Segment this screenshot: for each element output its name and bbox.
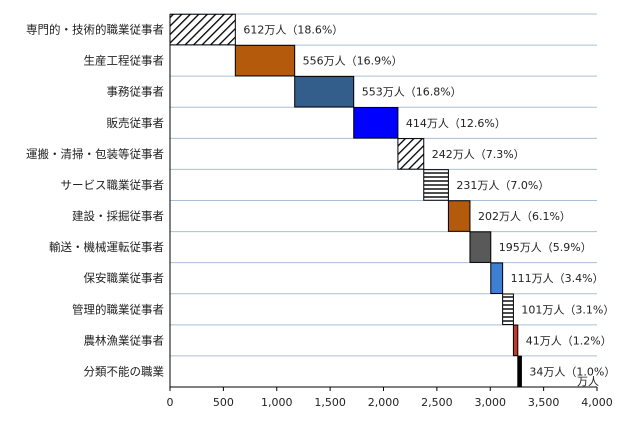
data-label: 553万人（16.8%） bbox=[362, 86, 462, 99]
waterfall-bar bbox=[169, 13, 236, 46]
data-label: 242万人（7.3%） bbox=[432, 148, 525, 161]
waterfall-bar bbox=[502, 293, 514, 326]
data-label: 414万人（12.6%） bbox=[406, 117, 506, 130]
data-label: 202万人（6.1%） bbox=[478, 210, 571, 223]
data-label: 195万人（5.9%） bbox=[499, 241, 592, 254]
axes bbox=[169, 14, 598, 391]
gridlines bbox=[170, 13, 597, 388]
waterfall-bar bbox=[234, 44, 296, 77]
waterfall-bar bbox=[517, 355, 522, 388]
category-label: サービス職業従事者 bbox=[61, 178, 165, 192]
waterfall-bar bbox=[490, 262, 504, 294]
data-label: 34万人（1.0%） bbox=[529, 365, 615, 378]
data-label: 101万人（3.1%） bbox=[521, 303, 614, 316]
x-tick-label: 1,000 bbox=[261, 396, 293, 409]
category-label: 管理的職業従事者 bbox=[72, 302, 164, 316]
x-tick-label: 2,000 bbox=[368, 396, 400, 409]
waterfall-bar bbox=[512, 324, 519, 357]
category-label: 専門的・技術的職業従事者 bbox=[26, 23, 164, 37]
waterfall-bar bbox=[397, 138, 425, 170]
data-label: 231万人（7.0%） bbox=[456, 179, 549, 192]
category-label: 保安職業従事者 bbox=[84, 271, 165, 285]
waterfall-bar bbox=[294, 75, 355, 108]
category-label: 生産工程従事者 bbox=[84, 54, 165, 68]
x-tick-label: 3,000 bbox=[475, 396, 507, 409]
waterfall-bar bbox=[423, 169, 449, 201]
x-tick-label: 500 bbox=[213, 396, 234, 409]
waterfall-bar bbox=[353, 107, 399, 139]
waterfall-bar bbox=[469, 231, 492, 263]
category-label: 輸送・機械運転従事者 bbox=[49, 240, 164, 254]
category-label: 運搬・清掃・包装等従事者 bbox=[26, 147, 164, 161]
x-tick-label: 1,500 bbox=[314, 396, 346, 409]
x-tick-label: 0 bbox=[167, 396, 174, 409]
data-label: 111万人（3.4%） bbox=[511, 272, 604, 285]
category-label: 分類不能の職業 bbox=[84, 364, 165, 378]
category-label: 建設・採掘従事者 bbox=[72, 209, 164, 223]
category-label: 農林漁業従事者 bbox=[84, 333, 165, 347]
x-tick-label: 4,000 bbox=[581, 396, 613, 409]
labels: 0 500 1,000 1,500 2,000 2,500 3,000 3,500 4,000 万… bbox=[26, 23, 615, 409]
data-label: 41万人（1.2%） bbox=[526, 334, 612, 347]
data-label: 612万人（18.6%） bbox=[243, 24, 343, 37]
data-label: 556万人（16.9%） bbox=[303, 55, 403, 68]
waterfall-bar bbox=[447, 200, 471, 232]
bars bbox=[169, 13, 522, 388]
category-label: 販売従事者 bbox=[107, 116, 165, 130]
category-label: 事務従事者 bbox=[107, 85, 165, 99]
x-unit-label: 万人 bbox=[577, 375, 599, 388]
x-tick-label: 2,500 bbox=[421, 396, 453, 409]
x-tick-label: 3,500 bbox=[528, 396, 560, 409]
